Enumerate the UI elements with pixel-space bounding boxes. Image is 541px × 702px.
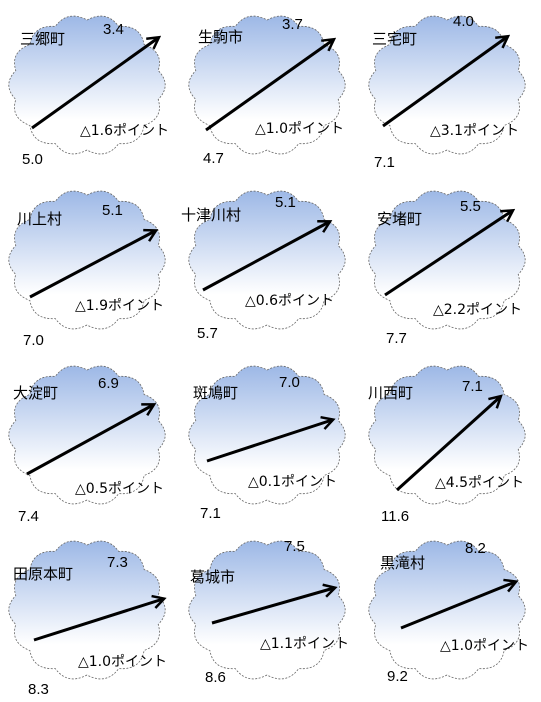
change-label: △2.2ポイント xyxy=(433,302,522,318)
town-cell: 川上村 5.1 7.0 △1.9ポイント xyxy=(8,190,166,349)
end-value: 5.1 xyxy=(102,202,123,219)
trend-arrow xyxy=(205,40,333,132)
end-value: 7.0 xyxy=(279,374,300,391)
start-value: 7.7 xyxy=(386,330,407,347)
cloud-shape xyxy=(188,540,346,680)
town-name: 川西町 xyxy=(368,384,413,402)
town-name: 田原本町 xyxy=(13,565,73,583)
cloud-shape xyxy=(368,190,526,330)
town-cell: 生駒市 3.7 4.7 △1.0ポイント xyxy=(188,15,346,167)
town-name: 葛城市 xyxy=(190,568,235,586)
town-cell: 三郷町 3.4 5.0 △1.6ポイント xyxy=(8,15,169,168)
end-value: 7.3 xyxy=(107,554,128,571)
town-cell: 十津川村 5.1 5.7 △0.6ポイント xyxy=(181,190,346,342)
change-label: △4.5ポイント xyxy=(435,475,524,491)
town-name: 川上村 xyxy=(17,210,62,228)
cloud-shape xyxy=(188,365,346,505)
trend-arrow xyxy=(29,231,155,299)
trend-arrow xyxy=(395,397,500,492)
start-value: 9.2 xyxy=(387,668,408,685)
change-label: △1.0ポイント xyxy=(440,638,529,654)
end-value: 8.2 xyxy=(465,540,486,557)
change-label: △1.0ポイント xyxy=(255,121,344,137)
trend-arrow xyxy=(400,582,515,630)
start-value: 11.6 xyxy=(381,508,409,525)
town-cell: 田原本町 7.3 8.3 △1.0ポイント xyxy=(8,540,167,698)
town-cell: 黒滝村 8.2 9.2 △1.0ポイント xyxy=(368,540,529,685)
town-cell: 葛城市 7.5 8.6 △1.1ポイント xyxy=(188,538,349,686)
end-value: 3.4 xyxy=(103,21,124,38)
town-name: 三宅町 xyxy=(372,30,417,48)
end-value: 4.0 xyxy=(453,13,474,30)
town-cell: 安堵町 5.5 7.7 △2.2ポイント xyxy=(368,190,526,347)
town-name: 大淀町 xyxy=(13,384,58,402)
trend-arrow xyxy=(206,420,332,463)
end-value: 5.1 xyxy=(275,194,296,211)
trend-arrow xyxy=(382,37,507,128)
cloud-shape xyxy=(188,190,346,330)
end-value: 7.1 xyxy=(462,378,483,395)
town-cell: 大淀町 6.9 7.4 △0.5ポイント xyxy=(8,365,166,525)
trend-arrow xyxy=(202,222,329,292)
trend-arrow xyxy=(31,38,158,130)
change-label: △0.5ポイント xyxy=(75,481,164,497)
trend-arrow xyxy=(211,588,334,625)
trend-arrow xyxy=(384,211,512,297)
town-name: 三郷町 xyxy=(20,30,65,48)
cloud-shape xyxy=(368,365,526,505)
change-label: △1.0ポイント xyxy=(78,654,167,670)
end-value: 6.9 xyxy=(98,375,119,392)
town-name: 安堵町 xyxy=(377,210,422,228)
town-cell: 三宅町 4.0 7.1 △3.1ポイント xyxy=(368,13,526,171)
town-cell: 川西町 7.1 11.6 △4.5ポイント xyxy=(368,365,526,525)
start-value: 5.0 xyxy=(22,151,43,168)
cloud-shape xyxy=(8,365,166,505)
change-label: △1.1ポイント xyxy=(260,636,349,652)
town-cell: 斑鳩町 7.0 7.1 △0.1ポイント xyxy=(188,365,346,522)
town-name: 斑鳩町 xyxy=(193,384,238,402)
end-value: 3.7 xyxy=(282,16,303,33)
start-value: 8.6 xyxy=(205,669,226,686)
start-value: 7.1 xyxy=(374,154,395,171)
change-label: △3.1ポイント xyxy=(430,123,519,139)
start-value: 7.4 xyxy=(18,508,39,525)
change-label: △0.6ポイント xyxy=(245,293,334,309)
start-value: 5.7 xyxy=(197,325,218,342)
start-value: 8.3 xyxy=(28,681,49,698)
trend-arrow xyxy=(26,405,153,476)
town-name: 生駒市 xyxy=(198,28,243,46)
change-label: △1.6ポイント xyxy=(80,123,169,139)
start-value: 7.0 xyxy=(23,332,44,349)
change-label: △1.9ポイント xyxy=(75,298,164,314)
start-value: 4.7 xyxy=(203,150,224,167)
town-name: 十津川村 xyxy=(181,206,241,224)
trend-arrow xyxy=(33,599,163,642)
cloud-shape xyxy=(8,15,166,155)
start-value: 7.1 xyxy=(200,505,221,522)
cloud-shape xyxy=(8,190,166,330)
end-value: 7.5 xyxy=(284,538,305,555)
end-value: 5.5 xyxy=(460,198,481,215)
change-label: △0.1ポイント xyxy=(248,474,337,490)
cloud-shape xyxy=(8,540,166,680)
town-name: 黒滝村 xyxy=(380,554,425,572)
